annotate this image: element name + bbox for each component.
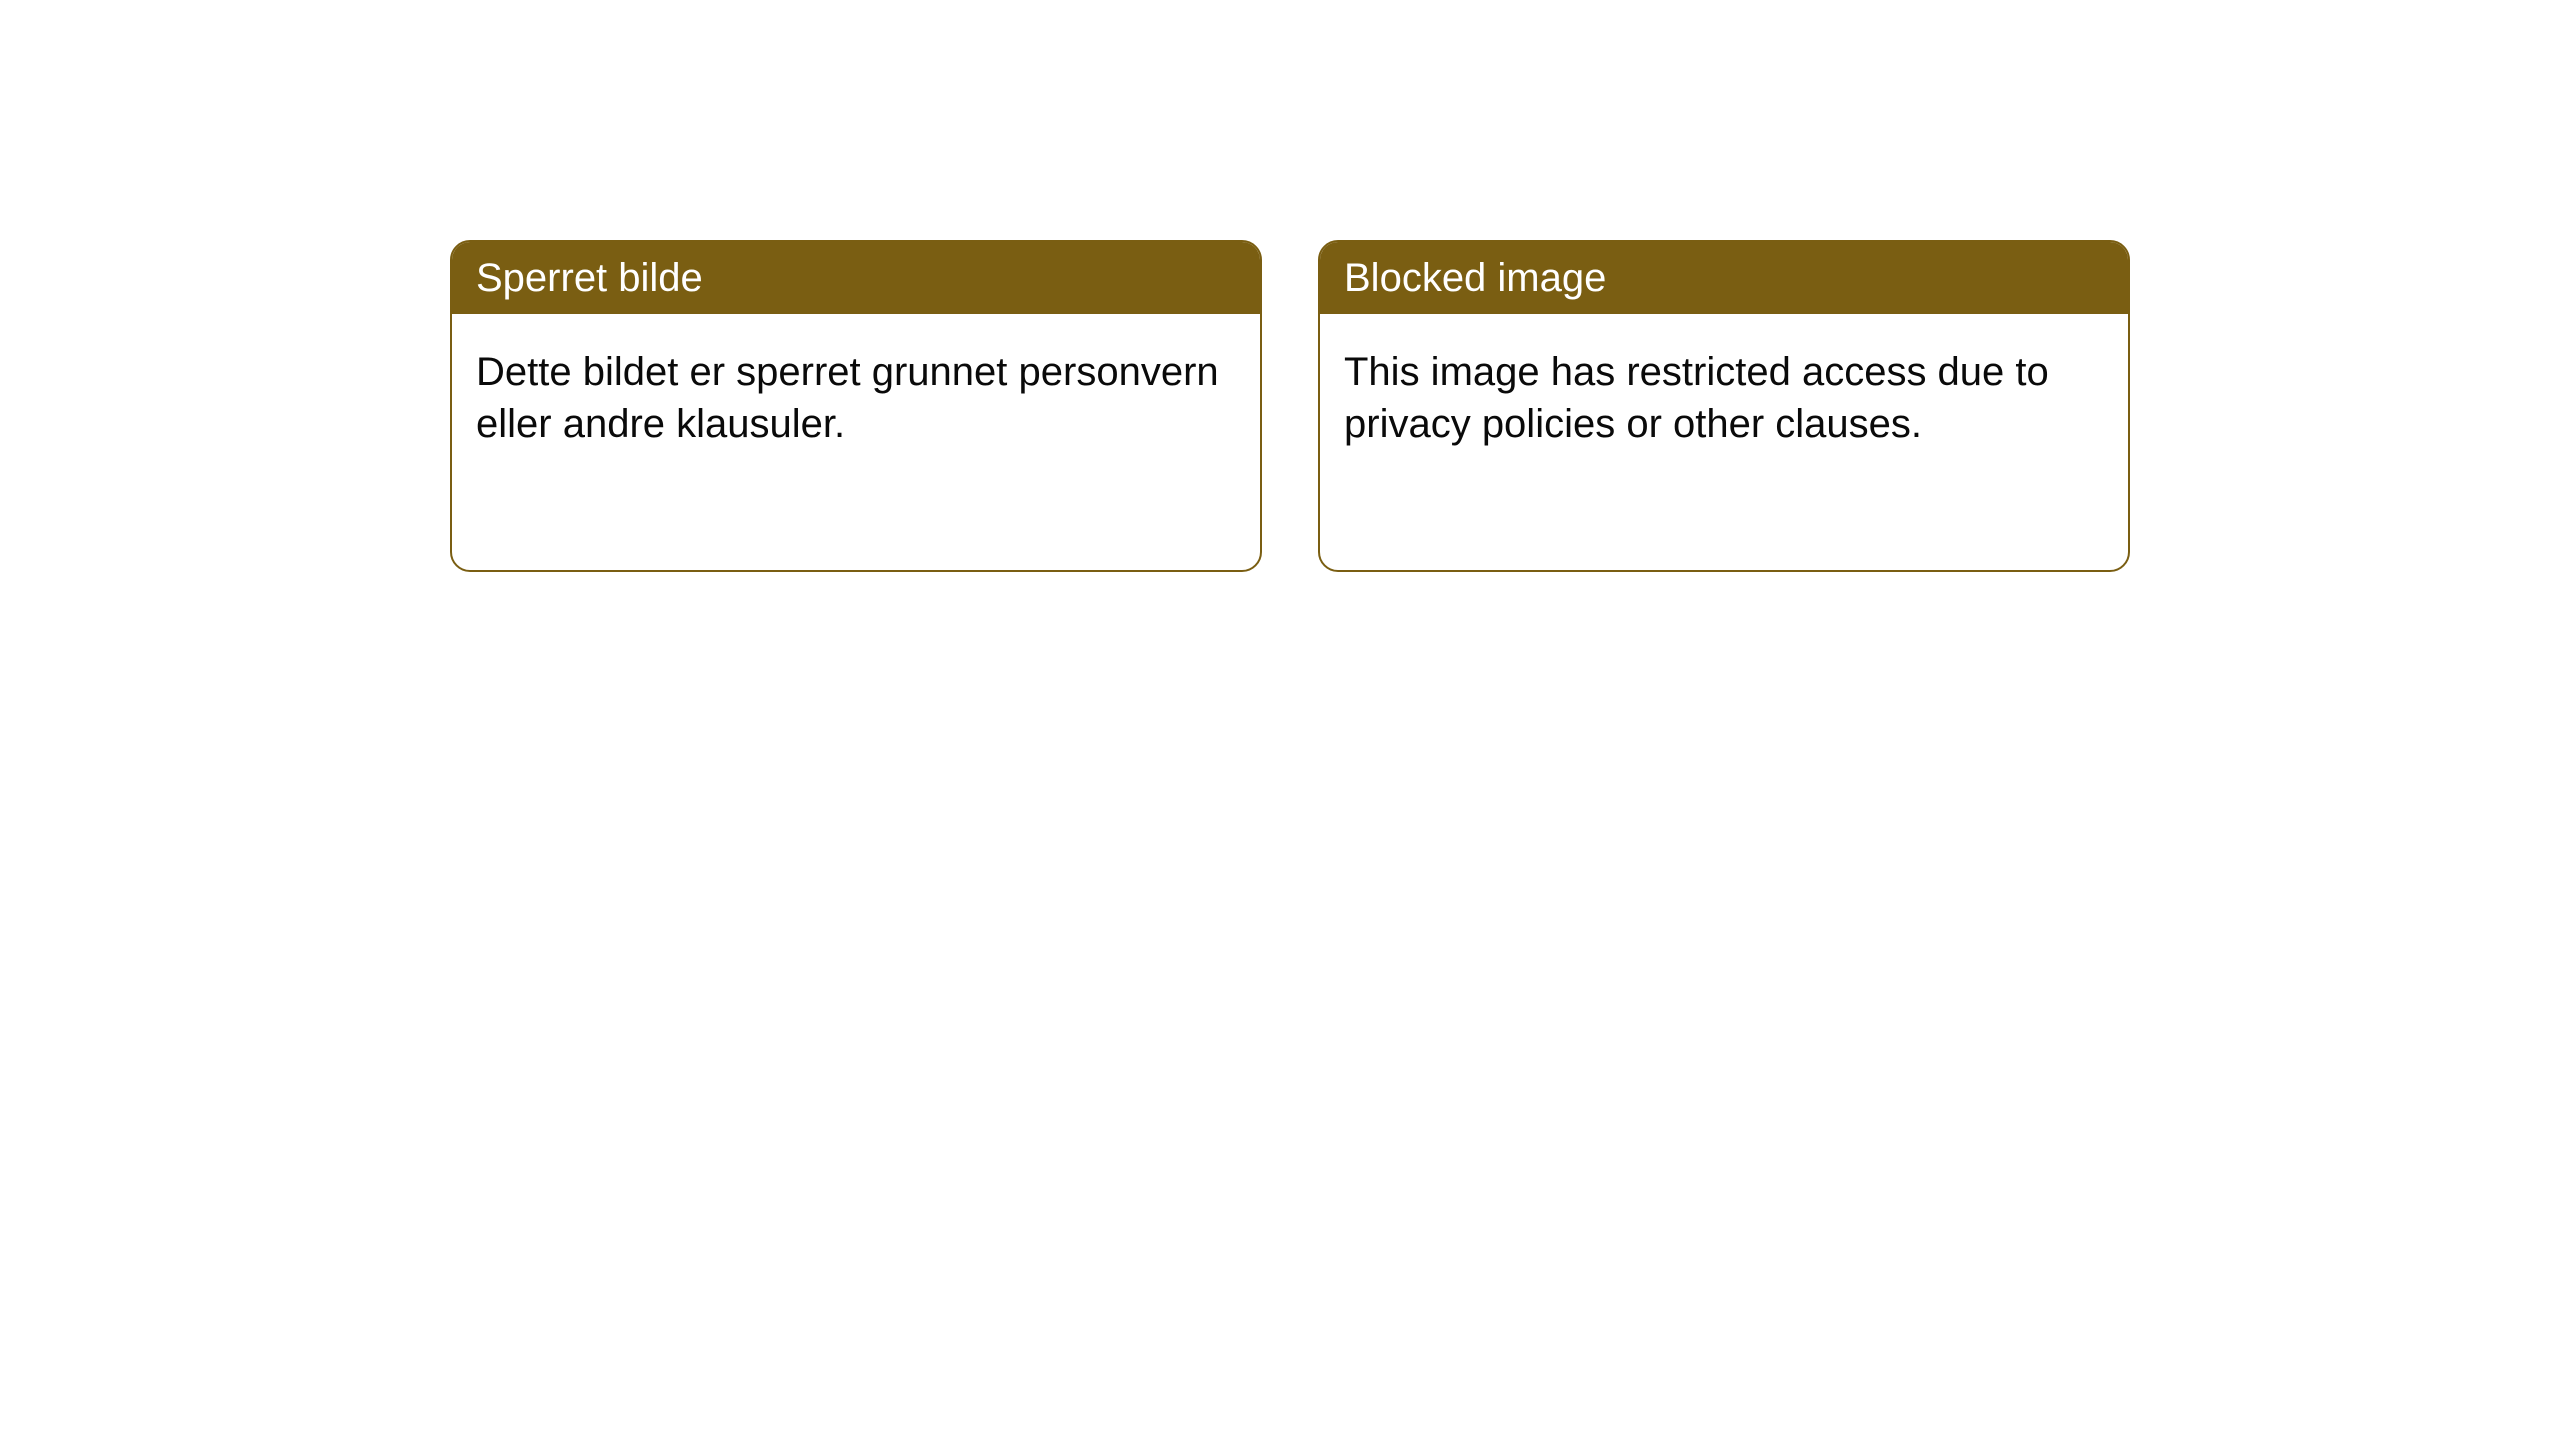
card-header-text: Sperret bilde xyxy=(476,256,703,300)
card-body-text: This image has restricted access due to … xyxy=(1344,350,2049,446)
card-body-text: Dette bildet er sperret grunnet personve… xyxy=(476,350,1219,446)
notice-card-norwegian: Sperret bilde Dette bildet er sperret gr… xyxy=(450,240,1262,572)
card-header: Blocked image xyxy=(1320,242,2128,314)
card-header: Sperret bilde xyxy=(452,242,1260,314)
notice-card-english: Blocked image This image has restricted … xyxy=(1318,240,2130,572)
card-body: Dette bildet er sperret grunnet personve… xyxy=(452,314,1260,482)
notice-container: Sperret bilde Dette bildet er sperret gr… xyxy=(450,240,2130,572)
card-header-text: Blocked image xyxy=(1344,256,1606,300)
card-body: This image has restricted access due to … xyxy=(1320,314,2128,482)
